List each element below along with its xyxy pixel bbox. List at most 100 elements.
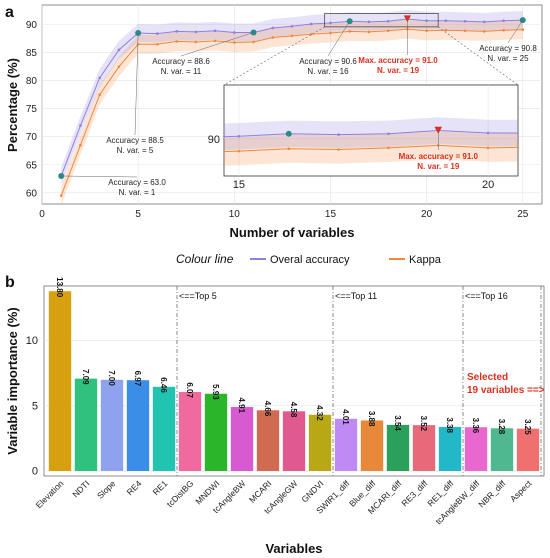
y-tick-label: 0 [32,466,38,478]
bar-value-label: 6.46 [159,377,168,393]
data-point-1-inset [287,147,291,150]
panel-b-y-axis-title: Variable importance (%) [5,307,20,454]
data-point-1-inset [188,152,191,155]
annotation-leader [507,19,523,44]
annotation-leader [61,175,138,178]
data-point-0 [463,19,467,23]
annotation-line1: Accuracy = 88.6 [152,57,210,66]
data-point-0 [329,21,332,25]
annotation-line2: N. var. = 1 [119,188,156,197]
annotation-line1: Accuracy = 90.6 [299,57,357,66]
panel-b-plot-area [43,285,545,477]
data-point-1-inset [237,149,241,153]
y-tick-label: 65 [26,160,38,171]
series-line-1-inset [224,144,518,153]
bar-value-label: 3.36 [471,418,480,434]
bar-RE4 [126,380,150,471]
selection-note-line1: Selected [467,372,508,383]
annotation-line2: N. var. = 11 [161,67,202,76]
bar-value-label: 7.00 [107,370,116,386]
bar-RE1 [152,386,176,471]
data-point-1 [329,31,332,35]
confidence-band-0 [61,10,523,185]
panel-a-bands [61,10,523,206]
x-category-label: Elevation [34,478,66,510]
data-point-1 [59,194,63,197]
bar-value-label: 3.28 [497,419,506,435]
bar-NDTI [74,378,98,471]
data-point-1 [156,42,159,46]
annotation-line2: N. var. = 5 [117,146,154,155]
inset-annotation-line1: Max. accuracy = 91.0 [399,152,479,161]
bar-tcAngleBW_diff [464,427,488,471]
data-point-0 [483,20,486,24]
x-tick-label: 20 [421,209,433,220]
data-point-1 [290,34,294,38]
cutoff-label: <==Top 5 [179,291,217,301]
bar-MCARI [256,410,280,471]
annotation-line2: N. var. = 16 [307,67,349,76]
bar-Blue_diff [360,420,384,471]
selection-note-line2: 19 variables ==> [467,385,545,396]
annotation-leader [134,33,139,136]
x-category-label: tcDistBG [165,478,196,509]
panel-b-label: b [5,274,15,291]
data-point-1 [425,29,428,33]
data-point-1 [213,39,217,43]
x-tick-label: 5 [135,209,141,220]
data-point-0 [271,26,275,30]
legend: Colour line Overal accuracy Kappa [176,252,442,266]
data-point-0 [309,22,313,26]
x-category-label: NBR_diff [476,478,507,509]
panel-a-x-axis-title: Number of variables [230,225,355,240]
data-point-0-inset [88,142,91,145]
data-point-0-inset [537,132,540,135]
bar-RE1_diff [438,426,462,471]
legend-label-kappa: Kappa [409,254,442,266]
data-point-0 [444,19,448,22]
data-point-1-inset [486,146,490,150]
data-point-0-inset [188,137,191,140]
x-category-label: Slope [95,478,118,501]
data-point-1 [194,40,198,44]
annotation-line1: Max. accuracy = 91.0 [358,56,438,65]
data-point-1-inset [387,146,390,150]
data-point-1-inset [38,163,41,166]
data-point-0 [79,124,82,127]
data-point-1 [98,93,101,96]
bar-value-label: 4.01 [341,409,350,425]
data-point-1 [117,65,121,68]
bar-tcAngleBW [230,407,254,471]
panel-a-y-axis-title: Percentage (%) [5,58,20,152]
data-point-0 [233,31,236,34]
bar-value-label: 4.58 [289,402,298,418]
bar-value-label: 6.07 [185,382,194,398]
data-point-1 [444,28,448,32]
bar-MCARI_diff [386,424,410,471]
bar-tcDistBG [178,391,202,471]
y-tick-label: 5 [32,400,38,412]
y-tick-label: 80 [26,76,38,87]
data-point-1 [175,40,178,43]
bar-value-label: 4.32 [315,405,324,421]
annotation-line2: N. var. = 19 [377,66,420,75]
x-tick-label: 15 [325,209,337,220]
bar-MNDWI [204,393,228,471]
data-point-0 [290,25,294,28]
data-point-0 [175,30,178,33]
zoom-connector [437,26,519,86]
bar-value-label: 6.97 [133,371,142,387]
bar-value-label: 5.93 [211,384,220,400]
bar-value-label: 3.25 [523,419,532,435]
bar-Aspect [516,428,540,471]
data-point-0-inset [337,133,340,136]
panel-b-cutoffs: <==Top 5 <==Top 11 <==Top 16 [176,286,542,476]
y-tick-label: 75 [26,104,38,115]
bar-Elevation [48,291,72,471]
data-point-0-inset [237,134,241,138]
data-point-1 [521,28,525,31]
inset-annotation-line2: N. var. = 19 [417,162,460,171]
bar-Slope [100,379,124,471]
data-point-0-inset [387,132,390,136]
